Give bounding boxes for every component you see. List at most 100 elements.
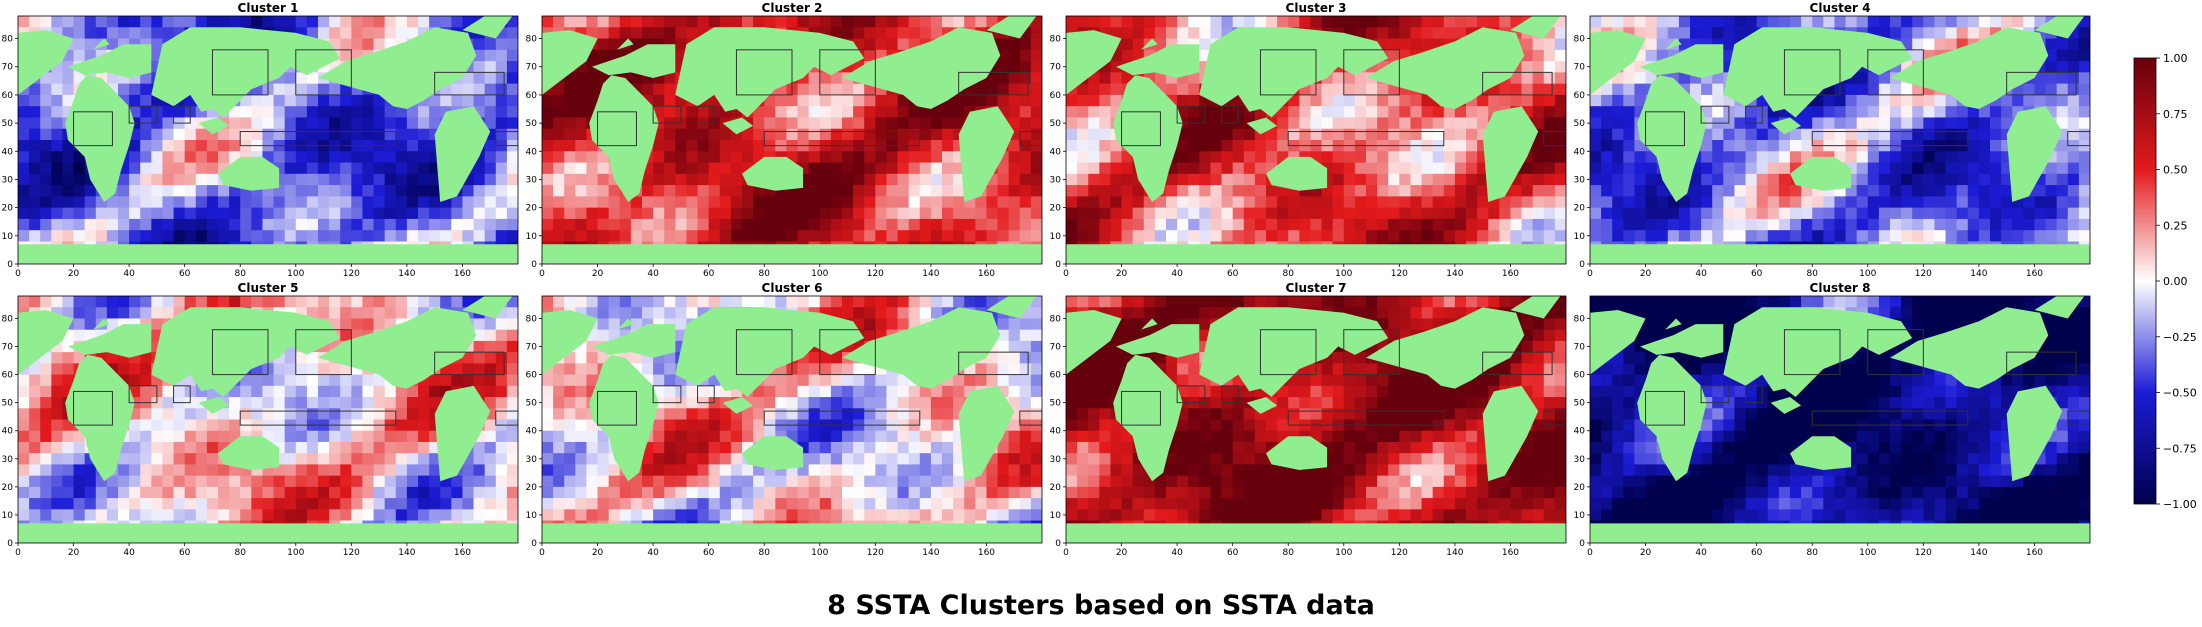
anomaly-cell: [1823, 128, 1836, 141]
anomaly-cell: [1967, 162, 1980, 175]
anomaly-cell: [151, 128, 164, 141]
anomaly-cell: [495, 72, 508, 85]
anomaly-cell: [830, 117, 843, 130]
anomaly-cell: [953, 230, 965, 243]
anomaly-cell: [340, 453, 352, 466]
anomaly-cell: [1377, 173, 1389, 186]
anomaly-cell: [495, 162, 508, 175]
anomaly-cell: [1967, 173, 1980, 186]
anomaly-cell: [1778, 140, 1791, 152]
anomaly-cell: [395, 196, 408, 209]
anomaly-cell: [229, 140, 241, 152]
anomaly-cell: [1166, 94, 1178, 107]
anomaly-cell: [1967, 151, 1980, 164]
anomaly-cell: [340, 408, 352, 421]
anomaly-cell: [51, 363, 64, 376]
anomaly-cell: [1199, 140, 1212, 152]
anomaly-cell: [1266, 207, 1278, 220]
anomaly-cell: [1645, 230, 1658, 243]
anomaly-cell: [1388, 173, 1400, 186]
anomaly-cell: [2056, 128, 2069, 141]
anomaly-cell: [295, 27, 308, 40]
anomaly-cell: [406, 464, 419, 477]
anomaly-cell: [29, 83, 41, 96]
anomaly-cell: [1499, 94, 1512, 107]
anomaly-cell: [206, 475, 219, 488]
anomaly-cell: [597, 72, 610, 85]
anomaly-cell: [306, 151, 319, 164]
anomaly-cell: [229, 207, 241, 220]
anomaly-cell: [730, 128, 743, 141]
anomaly-cell: [1856, 94, 1869, 107]
anomaly-cell: [40, 441, 52, 454]
anomaly-cell: [1488, 83, 1500, 96]
anomaly-cell: [118, 363, 130, 376]
anomaly-cell: [753, 196, 765, 209]
anomaly-cell: [2056, 151, 2069, 164]
anomaly-cell: [295, 498, 308, 510]
region-box: [597, 111, 637, 147]
anomaly-cell: [1421, 173, 1434, 186]
anomaly-cell: [1477, 196, 1489, 209]
anomaly-cell: [1354, 106, 1367, 119]
land-mass: [592, 44, 676, 78]
anomaly-cell: [1912, 38, 1924, 51]
anomaly-cell: [173, 162, 186, 175]
anomaly-cell: [240, 207, 252, 220]
anomaly-cell: [930, 106, 943, 119]
anomaly-cell: [1410, 230, 1423, 243]
anomaly-cell: [384, 385, 397, 398]
anomaly-cell: [329, 117, 341, 130]
anomaly-cell: [262, 16, 275, 28]
anomaly-cell: [129, 140, 141, 152]
x-tick-label: 60: [179, 269, 191, 279]
anomaly-cell: [1477, 106, 1489, 119]
anomaly-cell: [1510, 185, 1523, 197]
anomaly-cell: [1432, 207, 1445, 220]
anomaly-cell: [18, 498, 30, 510]
anomaly-cell: [362, 38, 375, 51]
x-tick-label: 20: [1640, 269, 1652, 279]
anomaly-cell: [1667, 72, 1680, 85]
anomaly-cell: [306, 72, 319, 85]
anomaly-cell: [1623, 117, 1636, 130]
anomaly-cell: [406, 441, 419, 454]
anomaly-cell: [919, 173, 932, 186]
anomaly-cell: [1690, 16, 1702, 28]
anomaly-cell: [1521, 162, 1534, 175]
anomaly-cell: [575, 94, 588, 107]
anomaly-cell: [29, 374, 41, 387]
anomaly-cell: [218, 151, 230, 164]
anomaly-cell: [1432, 16, 1445, 28]
anomaly-cell: [1956, 196, 1969, 209]
anomaly-cell: [1188, 196, 1200, 209]
anomaly-cell: [1088, 185, 1100, 197]
anomaly-cell: [586, 230, 599, 243]
anomaly-cell: [306, 475, 319, 488]
anomaly-cell: [1110, 230, 1123, 243]
anomaly-cell: [229, 397, 241, 409]
anomaly-cell: [886, 38, 899, 51]
anomaly-cell: [395, 296, 408, 308]
anomaly-cell: [318, 464, 330, 477]
anomaly-cell: [62, 385, 75, 398]
anomaly-cell: [140, 441, 152, 454]
anomaly-cell: [1532, 207, 1545, 220]
anomaly-cell: [340, 509, 352, 522]
region-box: [128, 105, 158, 124]
anomaly-cell: [1623, 185, 1636, 197]
anomaly-cell: [1188, 106, 1200, 119]
anomaly-cell: [395, 27, 408, 40]
anomaly-cell: [84, 318, 97, 331]
anomaly-cell: [462, 83, 475, 96]
anomaly-cell: [686, 27, 699, 40]
anomaly-cell: [340, 173, 352, 186]
anomaly-cell: [1745, 185, 1758, 197]
anomaly-cell: [295, 207, 308, 220]
anomaly-cell: [808, 128, 821, 141]
anomaly-cell: [597, 27, 610, 40]
anomaly-cell: [1723, 162, 1736, 175]
anomaly-cell: [451, 218, 464, 231]
anomaly-cell: [875, 196, 888, 209]
anomaly-cell: [462, 16, 475, 28]
